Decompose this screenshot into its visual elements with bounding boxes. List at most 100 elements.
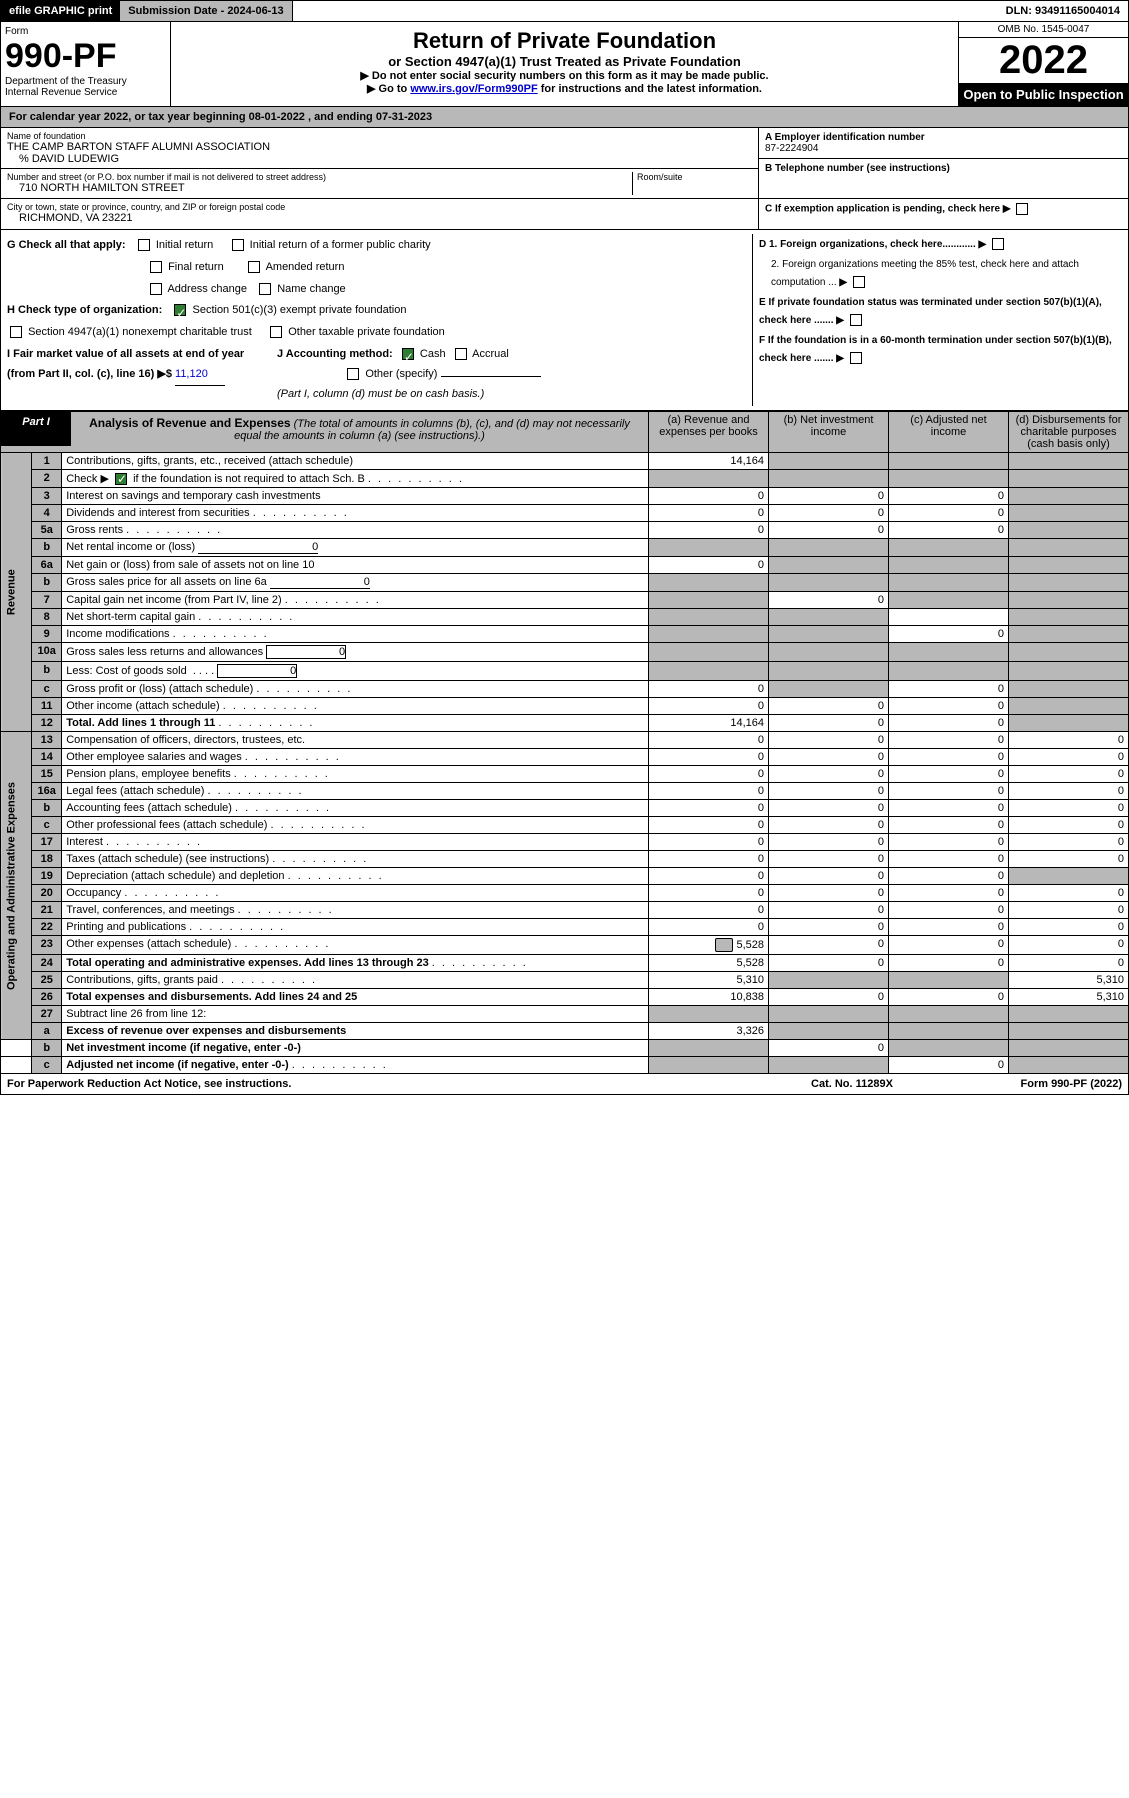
revenue-section-label: Revenue (1, 453, 32, 732)
c-checkbox[interactable] (1016, 203, 1028, 215)
d1-checkbox[interactable] (992, 238, 1004, 250)
city-label: City or town, state or province, country… (7, 202, 752, 212)
fmv-value: 11,120 (175, 365, 225, 386)
paperwork-notice: For Paperwork Reduction Act Notice, see … (7, 1078, 762, 1090)
tax-year: 2022 (959, 38, 1128, 83)
street-address: 710 NORTH HAMILTON STREET (7, 182, 632, 194)
table-row: bAccounting fees (attach schedule) 0000 (1, 800, 1129, 817)
table-row: 3Interest on savings and temporary cash … (1, 488, 1129, 505)
j-other-checkbox[interactable] (347, 368, 359, 380)
part1-tag: Part I (1, 412, 71, 446)
table-row: 11Other income (attach schedule) 000 (1, 698, 1129, 715)
table-row: 17Interest 0000 (1, 834, 1129, 851)
table-row: 4Dividends and interest from securities … (1, 505, 1129, 522)
g-final-checkbox[interactable] (150, 261, 162, 273)
table-row: bNet rental income or (loss) 0 (1, 539, 1129, 557)
efile-print[interactable]: efile GRAPHIC print (1, 1, 120, 21)
attachment-icon[interactable] (715, 938, 733, 952)
table-row: cOther professional fees (attach schedul… (1, 817, 1129, 834)
checks-block: G Check all that apply: Initial return I… (0, 230, 1129, 411)
d2-checkbox[interactable] (853, 276, 865, 288)
form-title: Return of Private Foundation (177, 28, 952, 54)
table-row: 14Other employee salaries and wages 0000 (1, 749, 1129, 766)
form-label: Form (5, 26, 166, 37)
table-row: 10aGross sales less returns and allowanc… (1, 643, 1129, 662)
table-row: bGross sales price for all assets on lin… (1, 574, 1129, 592)
table-row: 26Total expenses and disbursements. Add … (1, 989, 1129, 1006)
table-row: 7Capital gain net income (from Part IV, … (1, 592, 1129, 609)
table-row: bLess: Cost of goods sold . . . . 0 (1, 662, 1129, 681)
h-501c3-checkbox[interactable] (174, 304, 186, 316)
table-row: 18Taxes (attach schedule) (see instructi… (1, 851, 1129, 868)
table-row: 19Depreciation (attach schedule) and dep… (1, 868, 1129, 885)
irs-link[interactable]: www.irs.gov/Form990PF (410, 83, 537, 95)
table-row: bNet investment income (if negative, ent… (1, 1040, 1129, 1057)
g-address-checkbox[interactable] (150, 283, 162, 295)
table-row: 9Income modifications 0 (1, 626, 1129, 643)
g-row: G Check all that apply: Initial return I… (7, 236, 752, 256)
j-accrual-checkbox[interactable] (455, 348, 467, 360)
irs-label: Internal Revenue Service (5, 87, 166, 98)
submission-date: Submission Date - 2024-06-13 (120, 1, 292, 21)
name-label: Name of foundation (7, 131, 752, 141)
room-label: Room/suite (637, 172, 752, 182)
cat-number: Cat. No. 11289X (762, 1078, 942, 1090)
table-row: 8Net short-term capital gain (1, 609, 1129, 626)
h-4947-checkbox[interactable] (10, 326, 22, 338)
table-row: 22Printing and publications 0000 (1, 919, 1129, 936)
table-row: 21Travel, conferences, and meetings 0000 (1, 902, 1129, 919)
c-pending-label: C If exemption application is pending, c… (765, 204, 1000, 215)
entity-block: Name of foundation THE CAMP BARTON STAFF… (0, 128, 1129, 230)
table-row: 15Pension plans, employee benefits 0000 (1, 766, 1129, 783)
form-footer-label: Form 990-PF (2022) (942, 1078, 1122, 1090)
table-row: 2 Check ▶ if the foundation is not requi… (1, 470, 1129, 488)
col-a-head: (a) Revenue and expenses per books (649, 412, 769, 453)
table-row: 6aNet gain or (loss) from sale of assets… (1, 557, 1129, 574)
table-row: 25Contributions, gifts, grants paid 5,31… (1, 972, 1129, 989)
table-row: aExcess of revenue over expenses and dis… (1, 1023, 1129, 1040)
dept-treasury: Department of the Treasury (5, 76, 166, 87)
table-row: 5aGross rents 000 (1, 522, 1129, 539)
addr-label: Number and street (or P.O. box number if… (7, 172, 632, 182)
table-row: cGross profit or (loss) (attach schedule… (1, 681, 1129, 698)
form-subtitle: or Section 4947(a)(1) Trust Treated as P… (177, 54, 952, 69)
col-b-head: (b) Net investment income (769, 412, 889, 453)
open-public: Open to Public Inspection (959, 83, 1128, 106)
i-j-row: I Fair market value of all assets at end… (7, 345, 752, 404)
care-of: % DAVID LUDEWIG (7, 153, 752, 165)
omb-number: OMB No. 1545-0047 (959, 22, 1128, 38)
table-row: 16aLegal fees (attach schedule) 0000 (1, 783, 1129, 800)
g-initial-former-checkbox[interactable] (232, 239, 244, 251)
foundation-name: THE CAMP BARTON STAFF ALUMNI ASSOCIATION (7, 141, 752, 153)
l2-checkbox[interactable] (115, 473, 127, 485)
form-number: 990-PF (5, 37, 166, 76)
table-row: 20Occupancy 0000 (1, 885, 1129, 902)
f-checkbox[interactable] (850, 352, 862, 364)
e-checkbox[interactable] (850, 314, 862, 326)
form-header: Form 990-PF Department of the Treasury I… (0, 22, 1129, 107)
table-row: 24Total operating and administrative exp… (1, 955, 1129, 972)
part1-title: Analysis of Revenue and Expenses (The to… (71, 412, 648, 446)
col-d-head: (d) Disbursements for charitable purpose… (1009, 412, 1129, 453)
h-other-tax-checkbox[interactable] (270, 326, 282, 338)
phone-label: B Telephone number (see instructions) (765, 163, 950, 174)
j-cash-checkbox[interactable] (402, 348, 414, 360)
page-footer: For Paperwork Reduction Act Notice, see … (0, 1074, 1129, 1095)
table-row: Operating and Administrative Expenses 13… (1, 732, 1129, 749)
topbar: efile GRAPHIC print Submission Date - 20… (0, 0, 1129, 22)
table-row: 12Total. Add lines 1 through 11 14,16400 (1, 715, 1129, 732)
h-row: H Check type of organization: Section 50… (7, 301, 752, 321)
table-row: 23Other expenses (attach schedule) 5,528… (1, 936, 1129, 955)
dln: DLN: 93491165004014 (998, 1, 1128, 21)
ein-value: 87-2224904 (765, 143, 818, 154)
col-c-head: (c) Adjusted net income (889, 412, 1009, 453)
hint-url: ▶ Go to www.irs.gov/Form990PF for instru… (177, 82, 952, 95)
hint-ssn: ▶ Do not enter social security numbers o… (177, 69, 952, 82)
g-amended-checkbox[interactable] (248, 261, 260, 273)
g-initial-checkbox[interactable] (138, 239, 150, 251)
city-state-zip: RICHMOND, VA 23221 (7, 212, 752, 224)
g-name-change-checkbox[interactable] (259, 283, 271, 295)
table-row: cAdjusted net income (if negative, enter… (1, 1057, 1129, 1074)
table-row: 27Subtract line 26 from line 12: (1, 1006, 1129, 1023)
expenses-section-label: Operating and Administrative Expenses (1, 732, 32, 1040)
